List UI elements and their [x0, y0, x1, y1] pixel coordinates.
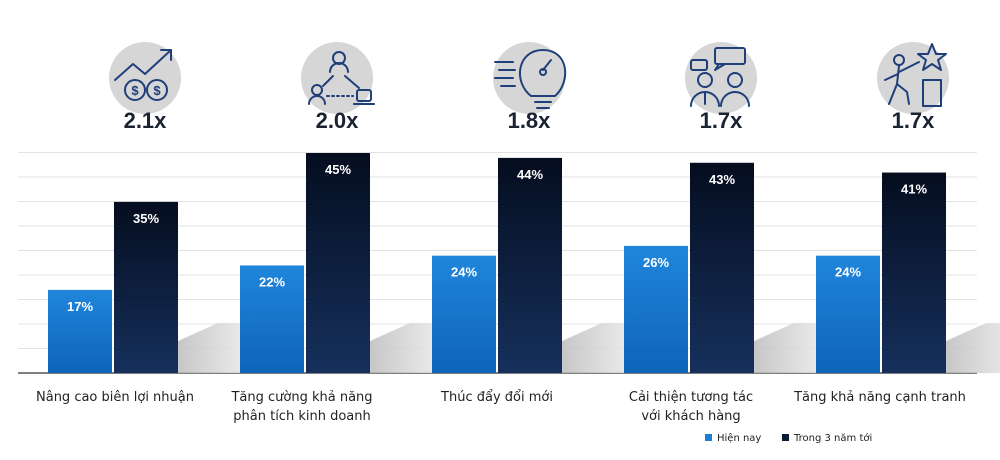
category-label: Thúc đẩy đổi mới — [440, 390, 553, 405]
category-labels: Nâng cao biên lợi nhuận Tăng cường khả nă… — [36, 390, 966, 424]
multiplier-label: 2.0x — [316, 108, 360, 133]
customer-conversation-icon — [685, 42, 757, 114]
bars: 17% 35% 22% 45% 24% 44% 26% 43% 24% 41% — [48, 153, 946, 373]
multiplier-label: 2.1x — [124, 108, 168, 133]
network-analysis-icon — [301, 42, 375, 114]
category-icons: $ $ — [109, 42, 949, 114]
value-label-future: 45% — [325, 162, 351, 177]
legend-swatch-future — [782, 434, 789, 441]
legend-swatch-current — [705, 434, 712, 441]
category-label: Nâng cao biên lợi nhuận — [36, 390, 194, 405]
value-label-future: 43% — [709, 172, 735, 187]
value-label-current: 24% — [835, 265, 861, 280]
lightbulb-innovation-icon — [493, 42, 567, 114]
value-label-current: 22% — [259, 274, 285, 289]
bar-current — [624, 245, 688, 373]
competition-podium-icon — [877, 42, 949, 114]
legend-label-future: Trong 3 năm tới — [793, 432, 872, 444]
bar-shadow — [370, 323, 434, 373]
multiplier-labels: 2.1x 2.0x 1.8x 1.7x 1.7x — [124, 108, 936, 133]
multiplier-label: 1.7x — [700, 108, 744, 133]
value-label-current: 24% — [451, 265, 477, 280]
bar-future — [882, 172, 946, 373]
bar-future — [306, 153, 370, 373]
bar-current — [816, 255, 880, 373]
bar-shadow — [562, 323, 626, 373]
bar-future — [498, 157, 562, 373]
category-label: Cải thiện tương tác với khách hàng — [629, 390, 753, 424]
legend: Hiện nay Trong 3 năm tới — [705, 432, 872, 444]
bar-shadows — [178, 323, 1000, 373]
value-label-current: 26% — [643, 255, 669, 270]
bar-shadow — [754, 323, 818, 373]
value-label-future: 41% — [901, 182, 927, 197]
bar-current — [240, 265, 304, 373]
value-label-future: 35% — [133, 211, 159, 226]
svg-text:$: $ — [153, 83, 161, 98]
bar-shadow — [178, 323, 242, 373]
category-label: Tăng cường khả năng phân tích kinh doanh — [230, 390, 372, 424]
value-label-current: 17% — [67, 299, 93, 314]
money-growth-icon: $ $ — [109, 42, 181, 114]
multiplier-label: 1.7x — [892, 108, 936, 133]
bar-future — [114, 201, 178, 373]
multiplier-label: 1.8x — [508, 108, 552, 133]
category-label: Tăng khả năng cạnh tranh — [793, 390, 966, 405]
bar-future — [690, 162, 754, 373]
svg-text:$: $ — [131, 83, 139, 98]
bar-current — [432, 255, 496, 373]
value-label-future: 44% — [517, 167, 543, 182]
bar-current — [48, 289, 112, 373]
bar-shadow — [946, 323, 1000, 373]
legend-label-current: Hiện nay — [717, 432, 761, 444]
